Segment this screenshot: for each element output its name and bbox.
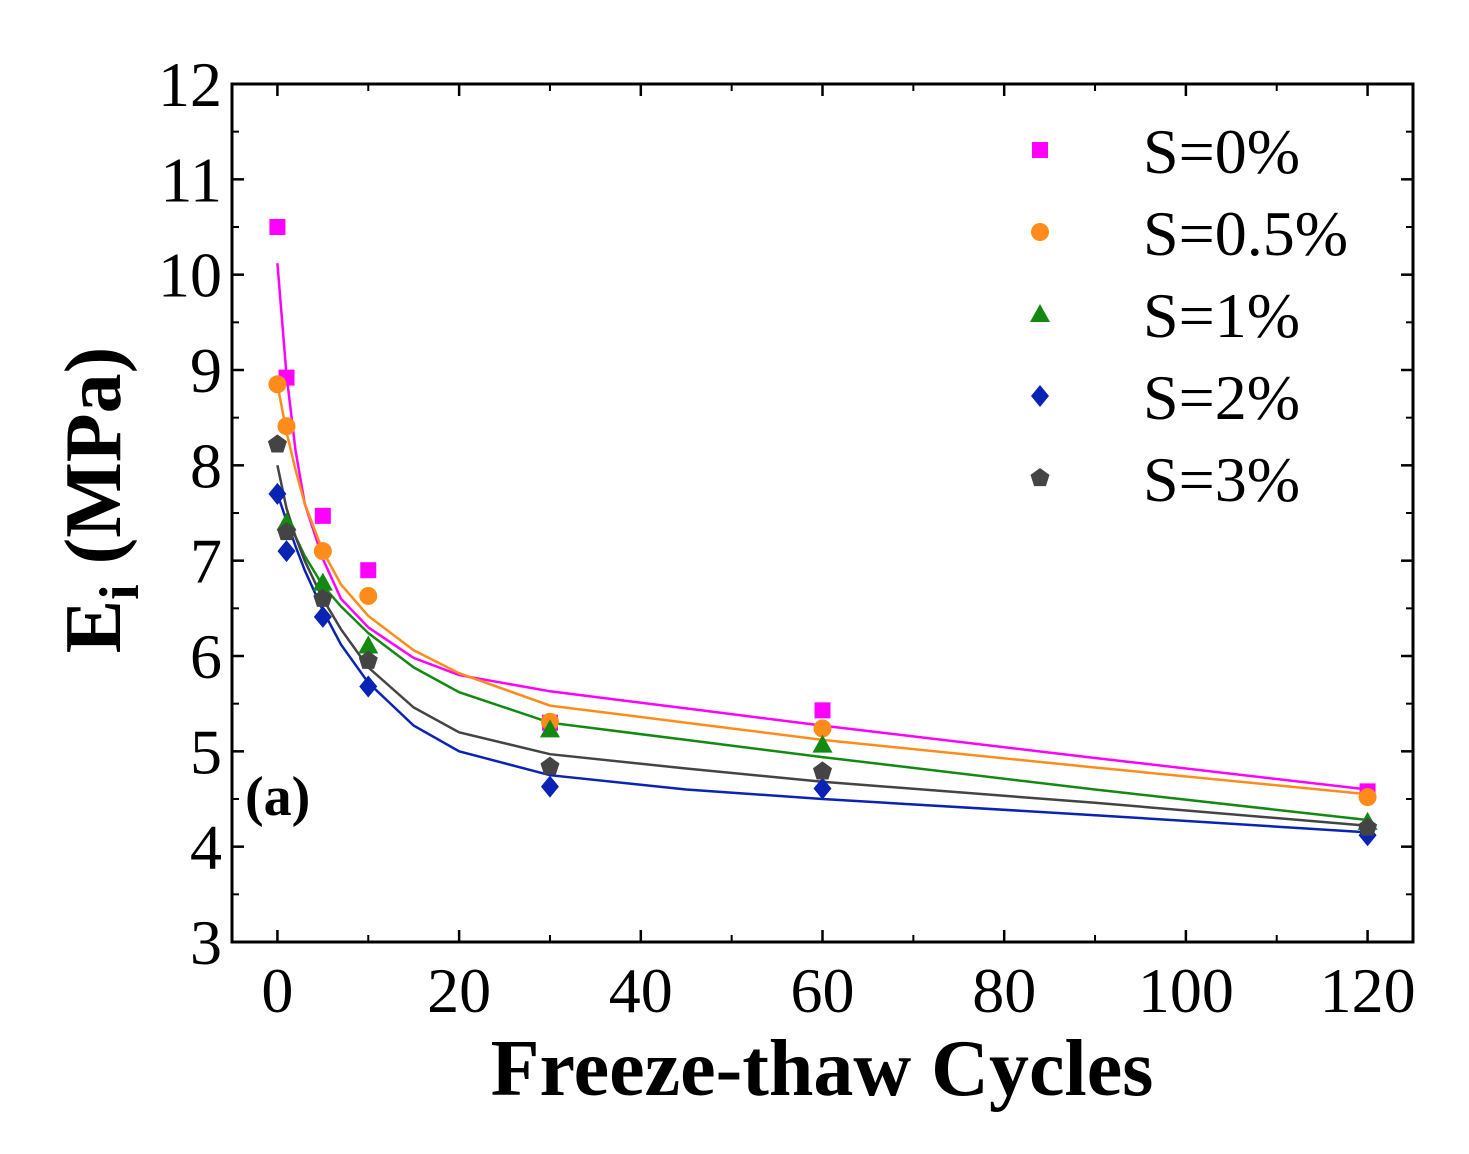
fit-curve-S=1% (285, 517, 1368, 822)
axis-ticks: 0 20 40 60 80 100 120 3 4 5 6 7 8 9 10 11 12 (158, 49, 1416, 1026)
legend: S=0% S=0.5% S=1% S=2% S=3% (1030, 116, 1348, 515)
data-point-S=0.5%-5 (313, 542, 332, 561)
y-tick-label: 10 (158, 240, 222, 311)
legend-label: S=2% (1143, 362, 1300, 433)
legend-label: S=0% (1143, 116, 1300, 187)
x-tick-label: 100 (1138, 955, 1234, 1026)
data-point-S=2%-60 (813, 777, 832, 800)
panel-label: (a) (245, 766, 310, 828)
plot-area (267, 219, 1378, 847)
y-tick-label: 5 (190, 716, 222, 787)
x-tick-label: 60 (791, 955, 855, 1026)
data-point-S=2%-10 (359, 675, 378, 698)
data-point-S=0.5%-0 (268, 375, 287, 394)
fit-curve-S=3% (276, 465, 1368, 827)
x-tick-label: 120 (1320, 955, 1416, 1026)
legend-marker-S=1% (1030, 304, 1050, 322)
data-point-S=0%-10 (360, 562, 377, 579)
fit-curve-S=2% (276, 493, 1368, 834)
data-point-S=2%-0 (268, 482, 287, 505)
legend-marker-S=2% (1031, 385, 1049, 407)
data-point-S=0%-0 (269, 219, 286, 235)
legend-marker-S=0.5% (1031, 223, 1049, 241)
y-axis-title: Ei (MPa) (50, 347, 151, 654)
legend-label: S=0.5% (1143, 198, 1348, 269)
data-point-S=0.5%-1 (277, 417, 296, 436)
data-point-S=3%-5 (313, 588, 333, 607)
x-tick-label: 0 (261, 955, 293, 1026)
data-point-S=0%-5 (314, 507, 331, 524)
data-point-S=3%-0 (267, 434, 287, 453)
y-tick-label: 9 (190, 335, 222, 406)
y-axis-title-subscript: i (89, 584, 151, 600)
legend-marker-S=3% (1030, 468, 1050, 487)
data-point-S=0%-60 (814, 702, 831, 719)
x-tick-label: 80 (972, 955, 1036, 1026)
data-point-S=2%-1 (277, 540, 296, 563)
x-tick-label: 20 (427, 955, 491, 1026)
y-tick-label: 11 (160, 144, 222, 215)
legend-label: S=3% (1143, 444, 1300, 515)
y-tick-label: 7 (190, 526, 222, 597)
data-point-S=1%-10 (358, 635, 379, 654)
y-tick-label: 12 (158, 49, 222, 120)
y-axis-title-unit: (MPa) (50, 347, 138, 585)
y-tick-label: 3 (190, 907, 222, 978)
y-axis-title-main: E (50, 600, 138, 653)
legend-label: S=1% (1143, 280, 1300, 351)
data-point-S=1%-60 (812, 734, 833, 753)
data-point-S=0.5%-10 (359, 586, 378, 605)
data-point-S=0.5%-60 (813, 719, 832, 738)
data-point-S=3%-60 (812, 761, 833, 780)
y-tick-label: 8 (190, 430, 222, 501)
data-point-S=2%-5 (313, 605, 332, 628)
data-point-S=1%-30 (539, 719, 560, 738)
fit-curve-S=0% (276, 263, 1368, 791)
fit-curve-S=0.5% (276, 384, 1368, 796)
data-point-S=2%-30 (540, 775, 559, 798)
y-tick-label: 6 (190, 621, 222, 692)
data-point-S=3%-30 (540, 756, 560, 775)
data-point-S=0.5%-120 (1358, 788, 1377, 807)
data-point-S=3%-10 (358, 650, 378, 669)
x-axis-title: Freeze-thaw Cycles (491, 1025, 1154, 1113)
data-point-S=3%-1 (276, 522, 297, 541)
y-tick-label: 4 (190, 812, 222, 883)
x-tick-label: 40 (609, 955, 673, 1026)
legend-marker-S=0% (1032, 142, 1048, 158)
data-point-S=1%-5 (312, 572, 333, 591)
data-point-S=3%-120 (1358, 817, 1378, 836)
